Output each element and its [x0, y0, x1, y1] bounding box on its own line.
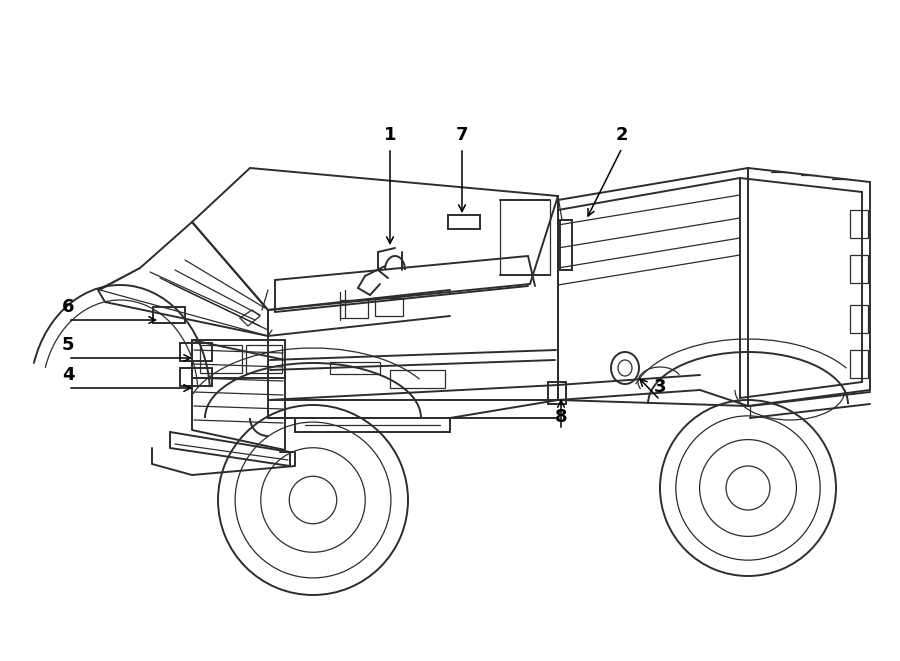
Bar	[180, 368, 212, 386]
Bar	[850, 210, 868, 238]
Bar	[375, 298, 403, 316]
Bar	[200, 345, 242, 373]
Text: 4: 4	[62, 366, 74, 384]
Bar	[850, 350, 868, 378]
Bar	[548, 382, 566, 404]
Text: 7: 7	[455, 126, 468, 144]
Text: 3: 3	[653, 378, 666, 396]
Bar	[192, 340, 285, 378]
Bar	[180, 343, 212, 361]
Text: 2: 2	[616, 126, 628, 144]
Text: 6: 6	[62, 298, 74, 316]
Text: 1: 1	[383, 126, 396, 144]
Bar	[330, 362, 380, 374]
Bar	[850, 305, 868, 333]
Bar	[153, 307, 185, 323]
Bar	[246, 345, 282, 373]
Bar	[448, 215, 480, 229]
Bar	[390, 370, 445, 388]
Text: 8: 8	[554, 408, 567, 426]
Bar	[850, 255, 868, 283]
Bar	[340, 300, 368, 318]
Bar	[560, 220, 572, 270]
Text: 5: 5	[62, 336, 74, 354]
